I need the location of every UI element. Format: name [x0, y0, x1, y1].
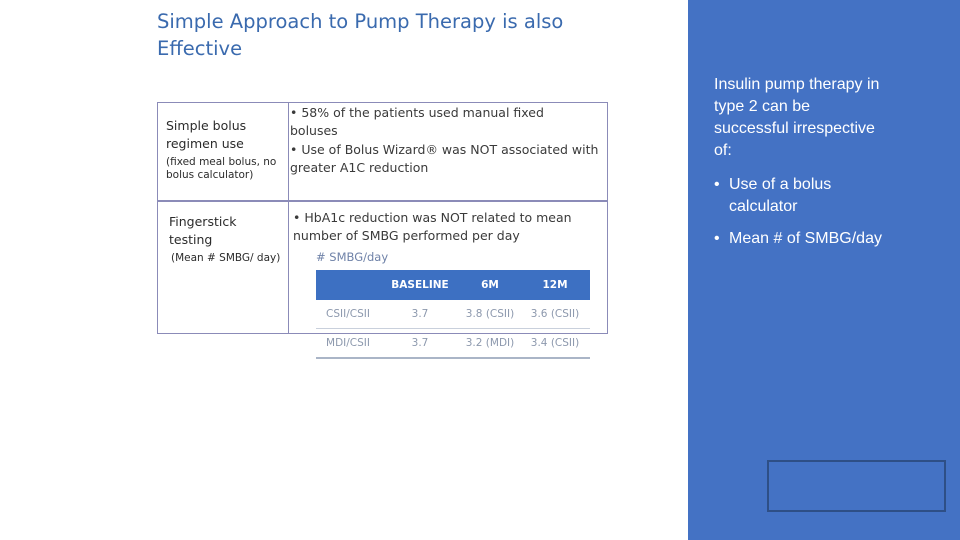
table-cell: 3.6 (CSII) — [520, 300, 590, 329]
bullet-smbg: • HbA1c reduction was NOT related to mea… — [293, 209, 593, 245]
row-frame-bolus — [157, 102, 608, 201]
table-header-cell — [316, 270, 380, 300]
slide-title: Simple Approach to Pump Therapy is also … — [157, 10, 564, 60]
row-label-bolus: Simple bolus regimen use — [166, 118, 247, 151]
bullet-glyph: • — [293, 210, 301, 225]
table-header-cell: 6M — [460, 270, 520, 300]
bullet-glyph: • — [290, 142, 298, 157]
table-header-row: BASELINE 6M 12M — [316, 270, 590, 300]
bullet-text: Use of Bolus Wizard® was NOT associated … — [290, 142, 599, 175]
table-cell: 3.8 (CSII) — [460, 300, 520, 329]
row-label-fingerstick: Fingerstick testing — [169, 214, 237, 247]
sidebar-item-bolus-calculator: • Use of a bolus calculator — [714, 174, 884, 218]
column-divider — [288, 102, 289, 334]
empty-outline-box — [767, 460, 946, 512]
table-row: MDI/CSII 3.7 3.2 (MDI) 3.4 (CSII) — [316, 328, 590, 359]
table-caption: # SMBG/day — [316, 250, 389, 264]
bullet-glyph: • — [714, 176, 720, 193]
table-cell: 3.7 — [380, 300, 460, 329]
sidebar-item-smbg: • Mean # of SMBG/day — [714, 228, 884, 250]
table-cell: 3.2 (MDI) — [460, 328, 520, 359]
bullet-glyph: • — [714, 230, 720, 247]
row-sublabel-bolus: (fixed meal bolus, no bolus calculator) — [166, 156, 277, 181]
bullet-text: HbA1c reduction was NOT related to mean … — [293, 210, 572, 243]
table-header-cell: BASELINE — [380, 270, 460, 300]
bullet-glyph: • — [290, 105, 298, 120]
table-cell: CSII/CSII — [316, 300, 380, 329]
smbg-table: BASELINE 6M 12M CSII/CSII 3.7 3.8 (CSII)… — [316, 270, 590, 359]
sidebar-panel — [688, 0, 960, 540]
bullet-bolus-wizard: • Use of Bolus Wizard® was NOT associate… — [290, 141, 600, 177]
sidebar-item-label: Mean # of SMBG/day — [729, 230, 882, 247]
sidebar-intro: Insulin pump therapy in type 2 can be su… — [714, 76, 880, 159]
row-sublabel-fingerstick: (Mean # SMBG/ day) — [171, 252, 281, 264]
sidebar-item-label: Use of a bolus calculator — [729, 176, 832, 215]
table-row: CSII/CSII 3.7 3.8 (CSII) 3.6 (CSII) — [316, 300, 590, 329]
table-cell: MDI/CSII — [316, 328, 380, 359]
table-cell: 3.7 — [380, 328, 460, 359]
bullet-manual-boluses: • 58% of the patients used manual fixed … — [290, 104, 590, 140]
bullet-text: 58% of the patients used manual fixed bo… — [290, 105, 544, 138]
table-cell: 3.4 (CSII) — [520, 328, 590, 359]
table-header-cell: 12M — [520, 270, 590, 300]
